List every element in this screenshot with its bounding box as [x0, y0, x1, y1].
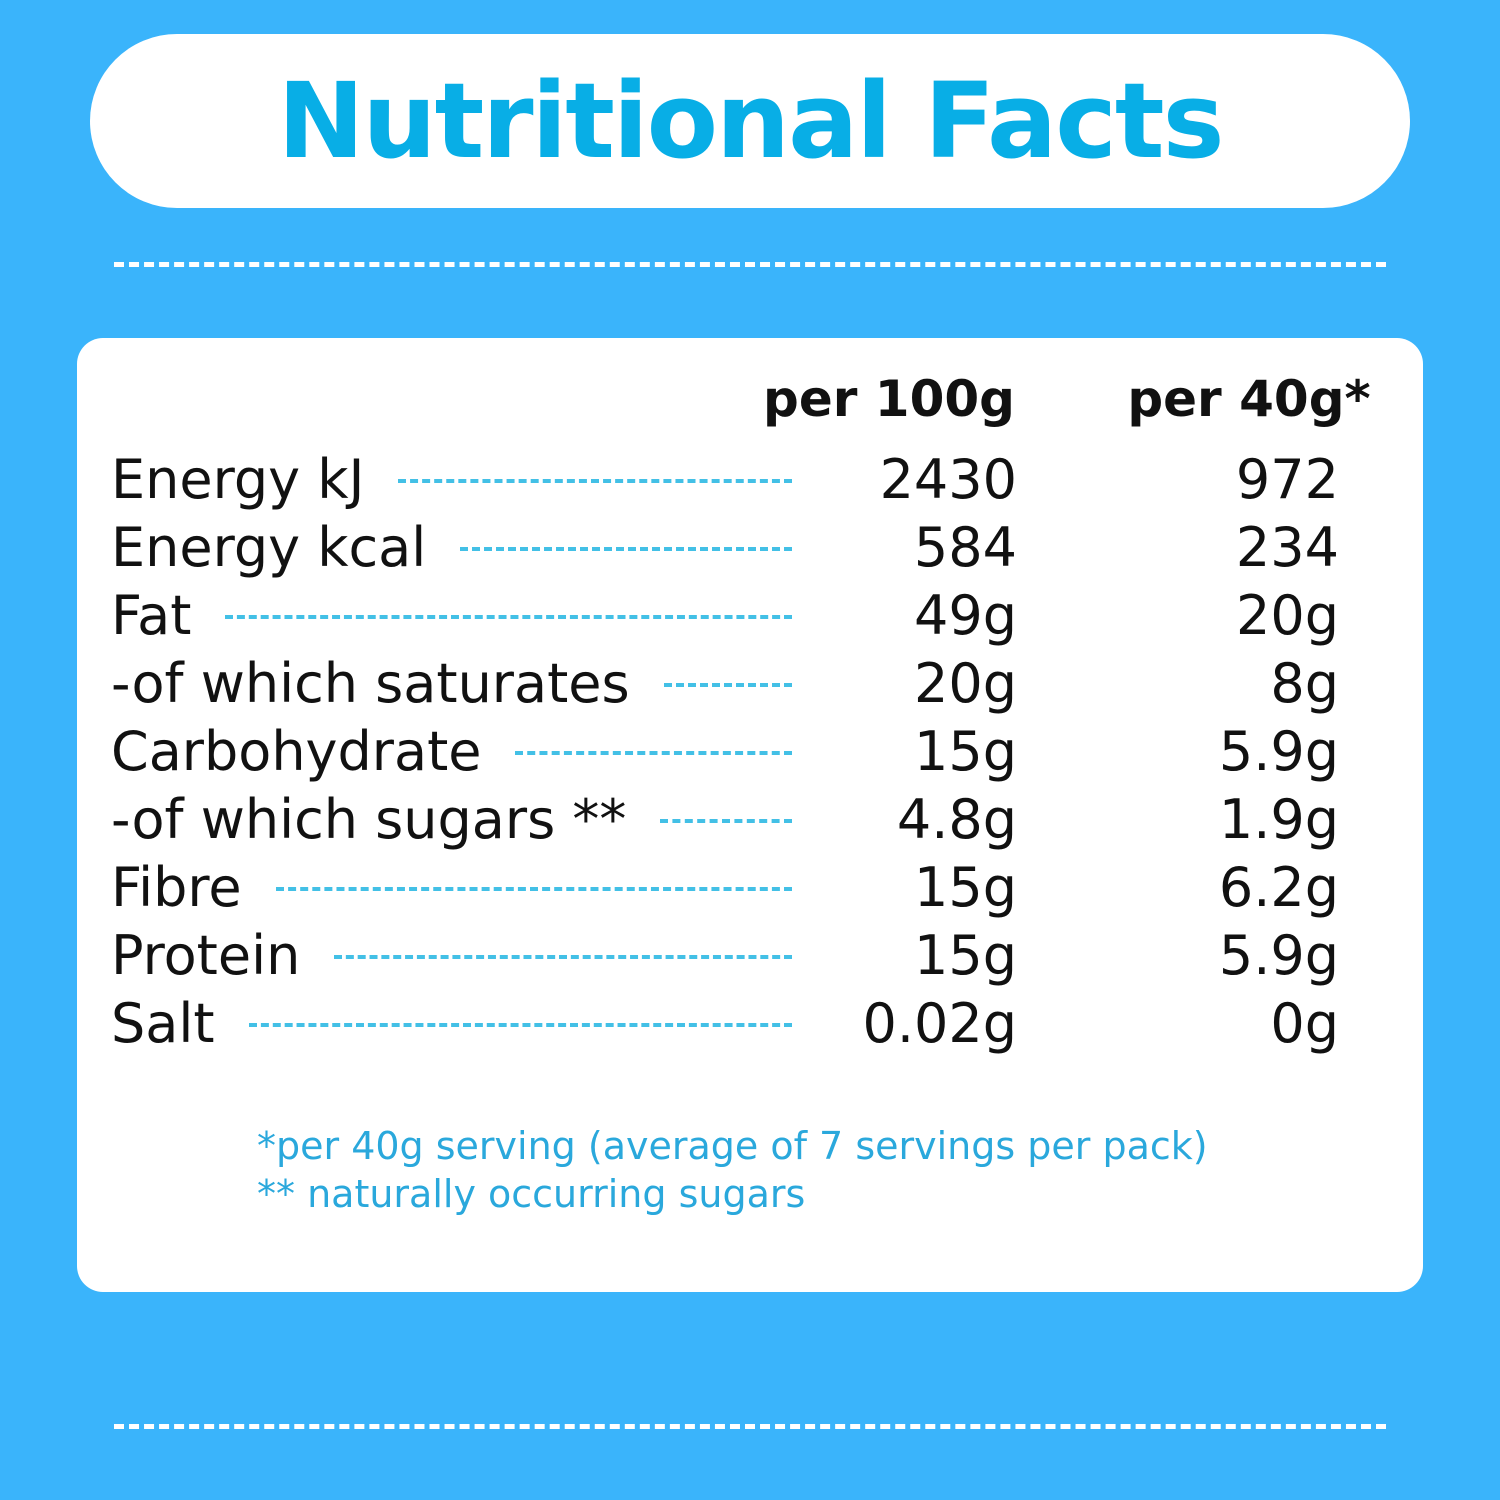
- table-row: Fat 49g 20g: [77, 582, 1423, 650]
- value-per-serving: 234: [1235, 516, 1339, 579]
- value-per-100g: 15g: [914, 720, 1017, 783]
- leader-dashes: [398, 479, 792, 483]
- value-per-serving: 6.2g: [1218, 856, 1339, 919]
- table-row: Fibre 15g 6.2g: [77, 854, 1423, 922]
- footnote-serving: *per 40g serving (average of 7 servings …: [257, 1124, 1208, 1168]
- table-row: Protein 15g 5.9g: [77, 922, 1423, 990]
- value-per-100g: 0.02g: [862, 992, 1017, 1055]
- title-banner: Nutritional Facts: [90, 34, 1410, 208]
- nutrient-label: Energy kcal: [111, 516, 427, 579]
- value-per-serving: 1.9g: [1218, 788, 1339, 851]
- bottom-dashed-divider: [114, 1424, 1386, 1429]
- footnote-sugars: ** naturally occurring sugars: [257, 1172, 806, 1216]
- nutrient-label: Carbohydrate: [111, 720, 482, 783]
- nutrient-label: -of which sugars **: [111, 788, 627, 851]
- value-per-serving: 972: [1235, 448, 1339, 511]
- nutrient-label: -of which saturates: [111, 652, 630, 715]
- value-per-serving: 0g: [1270, 992, 1339, 1055]
- value-per-100g: 584: [913, 516, 1017, 579]
- nutrient-label: Fat: [111, 584, 192, 647]
- leader-dashes: [225, 615, 792, 619]
- value-per-100g: 15g: [914, 924, 1017, 987]
- leader-dashes: [460, 547, 792, 551]
- value-per-serving: 5.9g: [1218, 924, 1339, 987]
- nutrient-label: Protein: [111, 924, 301, 987]
- table-row: Carbohydrate 15g 5.9g: [77, 718, 1423, 786]
- leader-dashes: [515, 751, 792, 755]
- nutrient-label: Energy kJ: [111, 448, 365, 511]
- value-per-100g: 4.8g: [896, 788, 1017, 851]
- value-per-100g: 2430: [879, 448, 1017, 511]
- value-per-serving: 8g: [1270, 652, 1339, 715]
- leader-dashes: [249, 1023, 792, 1027]
- value-per-serving: 5.9g: [1218, 720, 1339, 783]
- table-row: -of which saturates 20g 8g: [77, 650, 1423, 718]
- nutrient-label: Salt: [111, 992, 215, 1055]
- table-row: Energy kcal 584 234: [77, 514, 1423, 582]
- table-row: Salt 0.02g 0g: [77, 990, 1423, 1058]
- value-per-100g: 20g: [914, 652, 1017, 715]
- leader-dashes: [664, 683, 792, 687]
- value-per-100g: 15g: [914, 856, 1017, 919]
- page-title: Nutritional Facts: [277, 60, 1224, 182]
- column-header-per-serving: per 40g*: [1127, 370, 1371, 428]
- table-row: Energy kJ 2430 972: [77, 446, 1423, 514]
- value-per-100g: 49g: [914, 584, 1017, 647]
- column-header-per-100g: per 100g: [763, 370, 1015, 428]
- table-row: -of which sugars ** 4.8g 1.9g: [77, 786, 1423, 854]
- leader-dashes: [276, 887, 792, 891]
- nutrient-label: Fibre: [111, 856, 242, 919]
- top-dashed-divider: [114, 262, 1386, 267]
- leader-dashes: [334, 955, 792, 959]
- value-per-serving: 20g: [1236, 584, 1339, 647]
- leader-dashes: [660, 819, 792, 823]
- nutrition-table-card: per 100g per 40g* Energy kJ 2430 972 Ene…: [77, 338, 1423, 1292]
